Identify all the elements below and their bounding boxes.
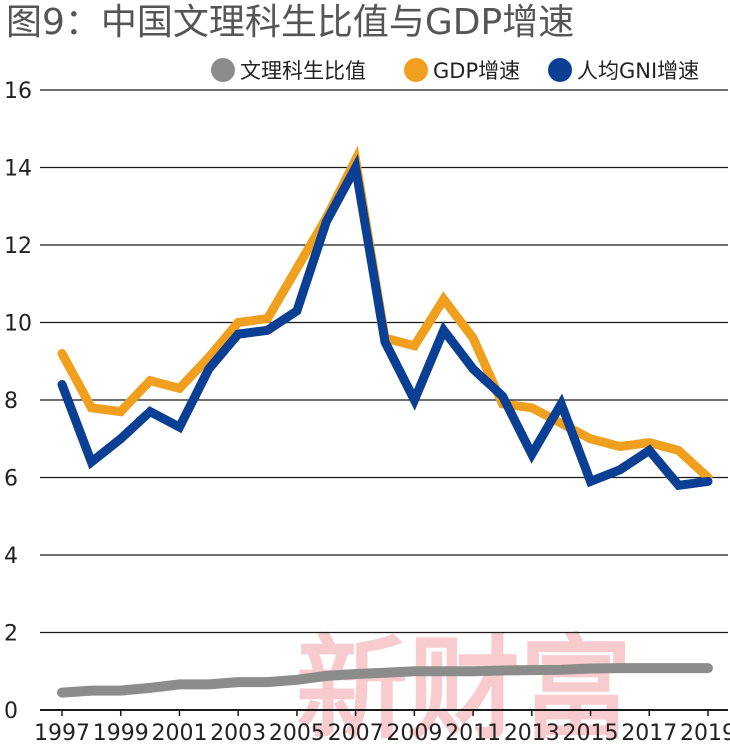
chart-title: 图9：中国文理科生比值与GDP增速 (6, 2, 574, 43)
legend-marker-2 (404, 58, 428, 82)
x-tick-label: 2009 (386, 721, 442, 745)
x-tick-label: 2017 (621, 721, 677, 745)
legend-label-2: GDP增速 (433, 59, 520, 83)
x-tick-label: 2003 (210, 721, 266, 745)
x-tick-label: 1999 (93, 721, 149, 745)
y-tick-label: 8 (4, 389, 18, 414)
legend-marker-3 (548, 58, 572, 82)
x-tick-label: 2013 (504, 721, 560, 745)
x-axis-ticks: 1997 1999 2001 2003 2005 2007 2009 2011 2013 2015… (34, 710, 730, 745)
legend-label-3: 人均GNI增速 (577, 59, 699, 83)
y-tick-label: 4 (4, 544, 18, 569)
series-layer (57, 145, 713, 698)
y-tick-label: 0 (4, 699, 18, 724)
y-tick-label: 10 (4, 312, 32, 337)
y-tick-label: 16 (4, 79, 32, 104)
watermark-text: 新财富 (296, 624, 632, 745)
grid-layer (40, 89, 728, 711)
x-tick-label: 2005 (269, 721, 325, 745)
x-tick-label: 2019 (680, 721, 730, 745)
y-tick-label: 6 (4, 467, 18, 492)
y-tick-label: 2 (4, 622, 18, 647)
y-axis-ticks: 0 2 4 6 8 10 12 14 16 (4, 79, 32, 724)
x-tick-label: 2001 (151, 721, 207, 745)
y-tick-label: 12 (4, 234, 32, 259)
legend-label-1: 文理科生比值 (240, 59, 366, 83)
legend-marker-1 (211, 58, 235, 82)
legend: 文理科生比值 GDP增速 人均GNI增速 (211, 58, 699, 83)
x-tick-label: 1997 (34, 721, 90, 745)
x-tick-label: 2015 (563, 721, 619, 745)
x-tick-label: 2007 (328, 721, 384, 745)
y-tick-label: 14 (4, 157, 32, 182)
series-line-3 (57, 153, 713, 491)
x-tick-label: 2011 (445, 721, 501, 745)
